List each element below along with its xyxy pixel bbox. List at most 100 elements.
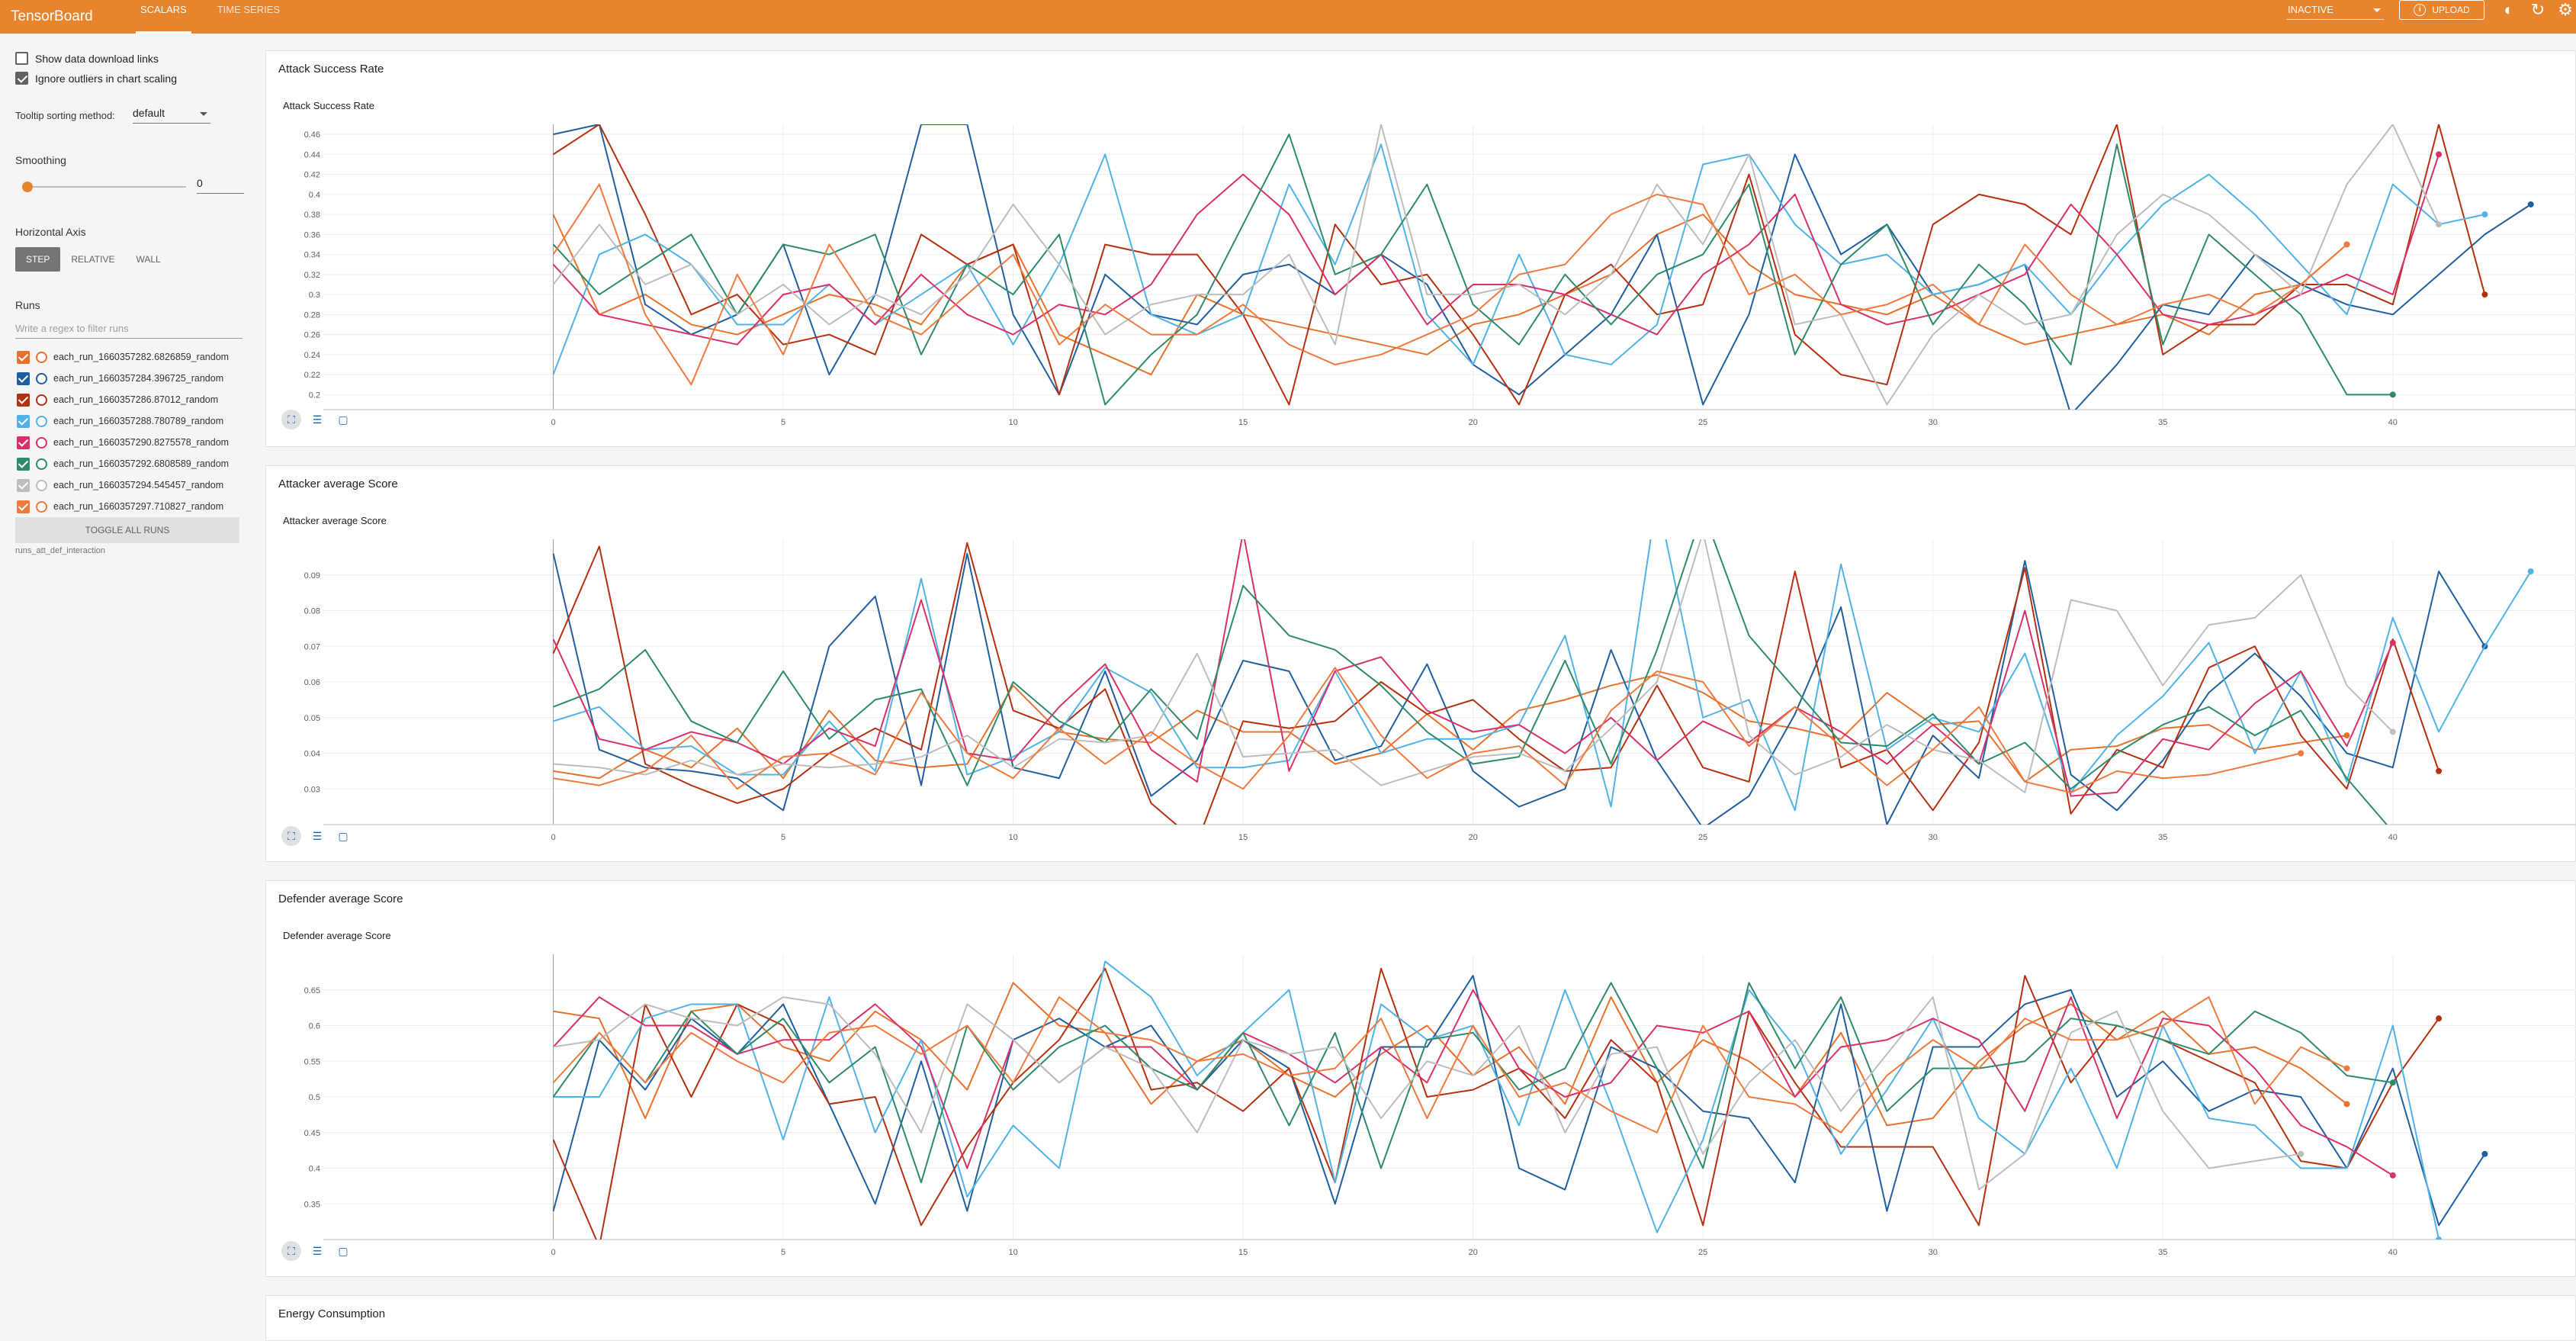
y-tick-label: 0.05 <box>304 714 320 723</box>
run-color-swatch-icon[interactable] <box>36 372 47 384</box>
plugin-status-select[interactable]: INACTIVE <box>2286 3 2384 20</box>
series-endpoint <box>2343 241 2350 248</box>
y-tick-label: 0.42 <box>304 171 320 180</box>
show-download-links-checkbox[interactable]: Show data download links <box>15 52 159 65</box>
x-tick-label: 35 <box>2158 1248 2167 1257</box>
run-checkbox[interactable] <box>17 457 30 471</box>
settings-gear-icon[interactable]: ⚙ <box>2558 0 2573 19</box>
run-color-swatch-icon[interactable] <box>36 436 47 449</box>
y-tick-label: 0.04 <box>304 750 320 759</box>
run-checkbox[interactable] <box>17 478 30 492</box>
tooltip-sort-select[interactable]: default <box>133 107 210 124</box>
tab-scalars[interactable]: Scalars <box>125 0 202 34</box>
run-checkbox[interactable] <box>17 350 30 364</box>
series-line <box>552 552 2486 825</box>
run-item[interactable]: each_run_1660357286.87012_random <box>17 391 218 409</box>
expand-chart-icon[interactable]: ⛶ <box>281 826 301 846</box>
x-tick-label: 5 <box>781 1248 785 1257</box>
run-name: each_run_1660357297.710827_random <box>53 501 224 512</box>
run-item[interactable]: each_run_1660357294.545457_random <box>17 476 223 494</box>
card-group-title[interactable]: Attacker average Score <box>278 478 398 490</box>
run-item[interactable]: each_run_1660357288.780789_random <box>17 412 223 430</box>
toggle-y-log-icon[interactable]: ☰ <box>312 1245 323 1257</box>
ignore-outliers-checkbox[interactable]: Ignore outliers in chart scaling <box>15 72 177 85</box>
smoothing-slider-thumb[interactable] <box>22 182 33 192</box>
series-endpoint <box>2298 1150 2305 1157</box>
series-endpoint <box>2436 767 2443 774</box>
x-tick-label: 40 <box>2388 1248 2398 1257</box>
fit-domain-icon[interactable]: ▢ <box>338 830 348 842</box>
run-checkbox[interactable] <box>17 500 30 513</box>
series-line <box>552 996 2347 1134</box>
run-item[interactable]: each_run_1660357292.6808589_random <box>17 455 229 473</box>
series-group <box>552 124 2534 410</box>
runs-filter-input[interactable]: Write a regex to filter runs <box>15 319 243 339</box>
line-chart-attacker-average-score[interactable]: 0.03 0.04 0.05 0.06 0.07 0.08 0.09 0 5 10 15 20 25 30… <box>266 466 2576 863</box>
line-chart-attack-success-rate[interactable]: 0.2 0.22 0.24 0.26 0.28 0.3 0.32 0.34 0.36 0.38 0.… <box>266 51 2576 448</box>
axis-step-button[interactable]: STEP <box>15 247 61 272</box>
chart-title: Attacker average Score <box>283 515 387 526</box>
series-group <box>552 539 2534 825</box>
series-endpoint <box>2527 201 2534 207</box>
card-group-title[interactable]: Defender average Score <box>278 892 403 905</box>
upload-button[interactable]: i UPLOAD <box>2399 0 2484 20</box>
checkbox-box-checked[interactable] <box>15 72 28 85</box>
expand-chart-icon[interactable]: ⛶ <box>281 1241 301 1261</box>
tooltip-sort-value: default <box>133 107 165 119</box>
run-item[interactable]: each_run_1660357290.8275578_random <box>17 433 229 452</box>
run-name: each_run_1660357290.8275578_random <box>53 437 230 448</box>
x-tick-label: 25 <box>1698 418 1707 427</box>
fit-domain-icon[interactable]: ▢ <box>338 413 348 426</box>
x-tick-label: 30 <box>1929 1248 1938 1257</box>
reload-icon[interactable]: ↻ <box>2530 0 2545 19</box>
series-line <box>553 960 2440 1240</box>
x-tick-label: 20 <box>1469 418 1478 427</box>
axis-relative-button[interactable]: RELATIVE <box>71 254 115 265</box>
chart-card-energy-consumption: Energy Consumption <box>265 1295 2576 1341</box>
y-tick-label: 0.38 <box>304 211 320 220</box>
run-color-swatch-icon[interactable] <box>36 500 47 513</box>
x-tick-label: 40 <box>2388 833 2398 842</box>
line-chart-defender-average-score[interactable]: 0.35 0.4 0.45 0.5 0.55 0.6 0.65 0 5 10 15 20 25 30 35 4… <box>266 881 2576 1278</box>
run-color-swatch-icon[interactable] <box>36 479 47 491</box>
run-color-swatch-icon[interactable] <box>36 394 47 406</box>
run-color-swatch-icon[interactable] <box>36 415 47 427</box>
card-group-title[interactable]: Attack Success Rate <box>278 63 384 76</box>
run-checkbox[interactable] <box>17 436 30 449</box>
x-tick-label: 5 <box>781 418 785 427</box>
y-tick-label: 0.4 <box>309 1165 320 1174</box>
run-color-swatch-icon[interactable] <box>36 351 47 363</box>
checkbox-box[interactable] <box>15 52 28 65</box>
run-item[interactable]: each_run_1660357284.396725_random <box>17 369 223 388</box>
run-item[interactable]: each_run_1660357297.710827_random <box>17 497 223 516</box>
smoothing-input[interactable]: 0 <box>197 177 244 194</box>
smoothing-slider-track[interactable] <box>27 186 186 188</box>
run-checkbox[interactable] <box>17 371 30 385</box>
y-tick-label: 0.34 <box>304 251 320 260</box>
toggle-all-runs-button[interactable]: TOGGLE ALL RUNS <box>15 517 239 543</box>
run-name: each_run_1660357284.396725_random <box>53 373 224 384</box>
axis-wall-button[interactable]: WALL <box>136 254 161 265</box>
run-checkbox[interactable] <box>17 414 30 428</box>
run-item[interactable]: each_run_1660357282.6826859_random <box>17 348 229 366</box>
horizontal-axis-label: Horizontal Axis <box>15 226 86 238</box>
y-tick-label: 0.36 <box>304 230 320 240</box>
x-tick-label: 20 <box>1469 1248 1478 1257</box>
tab-time-series[interactable]: Time Series <box>217 4 281 15</box>
chart-card-attack-success: Attack Success Rate Attack Success Rate … <box>265 50 2576 447</box>
x-tick-label: 25 <box>1698 833 1707 842</box>
fit-domain-icon[interactable]: ▢ <box>338 1245 348 1257</box>
chevron-down-icon <box>2373 8 2381 12</box>
series-line <box>552 539 2394 797</box>
series-endpoint <box>2298 750 2305 757</box>
y-tick-label: 0.09 <box>304 571 320 580</box>
run-color-swatch-icon[interactable] <box>36 458 47 470</box>
run-name: each_run_1660357286.87012_random <box>53 394 219 405</box>
theme-toggle-icon[interactable]: ◐ <box>2504 0 2514 19</box>
toggle-y-log-icon[interactable]: ☰ <box>312 830 323 842</box>
toggle-y-log-icon[interactable]: ☰ <box>312 413 323 426</box>
expand-chart-icon[interactable]: ⛶ <box>281 410 301 429</box>
card-group-title[interactable]: Energy Consumption <box>278 1307 386 1320</box>
status-select-value: INACTIVE <box>2288 4 2333 15</box>
run-checkbox[interactable] <box>17 393 30 407</box>
